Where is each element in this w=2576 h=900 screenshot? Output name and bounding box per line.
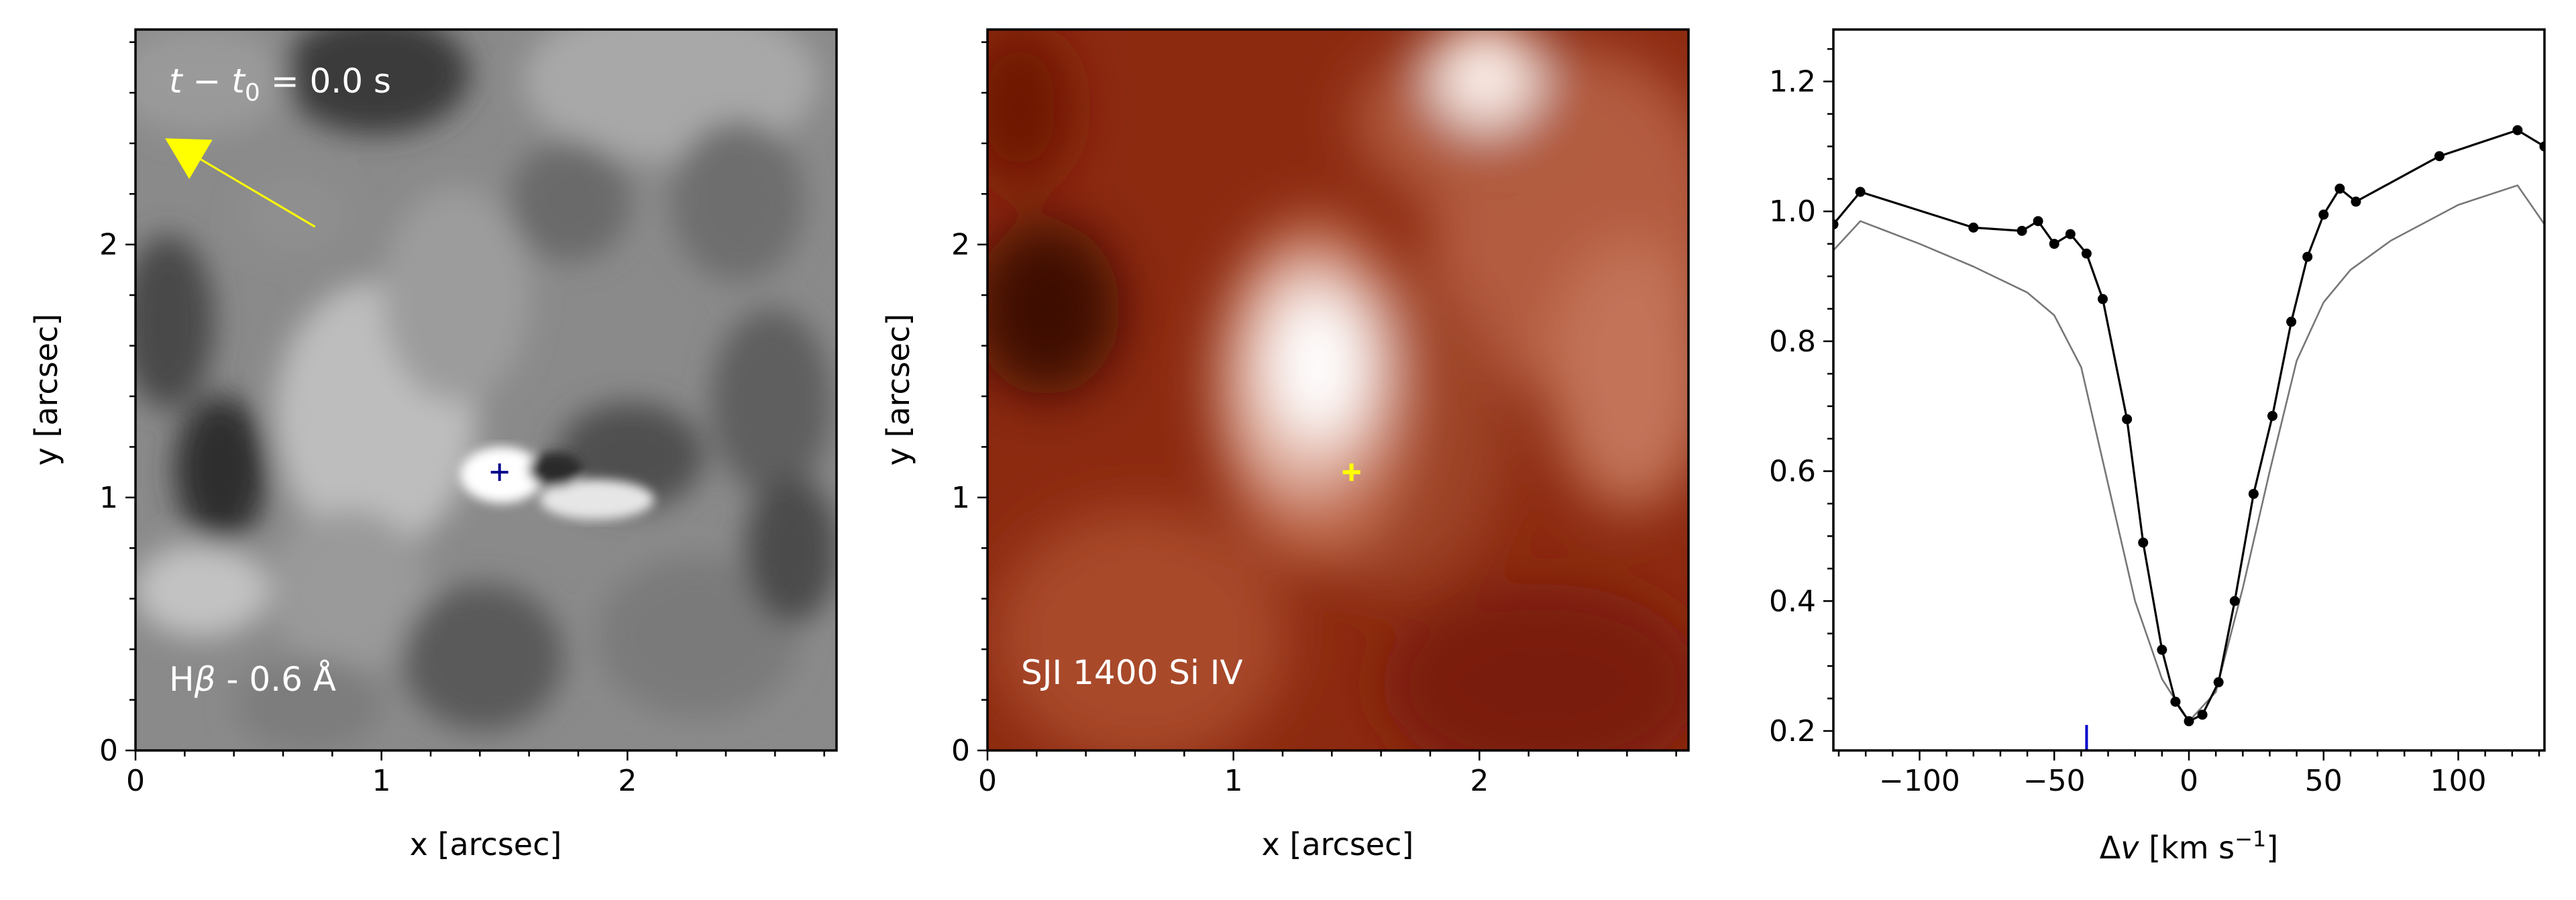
x-tick-label: −100 [1879, 764, 1960, 798]
y-tick-label: 0.4 [1769, 584, 1816, 618]
hbeta-x-axis-label: x [arcsec] [410, 826, 562, 862]
profile-data-point [2098, 294, 2108, 304]
profile-data-point [2065, 229, 2076, 239]
panel-sji1400: 0 1 2 0 1 2 SJI 1400 Si IV x [arcsec] y [arcs… [880, 28, 1690, 862]
profile-data-point [2184, 716, 2194, 726]
y-tick-label: 1.0 [1769, 194, 1816, 229]
x-tick-label: 1 [372, 764, 391, 798]
profile-data-point [2334, 183, 2345, 194]
x-tick-label: 2 [1470, 764, 1489, 798]
profile-data-point [2017, 225, 2027, 236]
sji1400-overlay [1342, 463, 1360, 482]
profile-data-point [2229, 596, 2240, 606]
panel-hbeta: 0 1 2 0 1 2 t − t0 = 0.0 s Hβ - 0.6 Å x [arcs… [28, 28, 838, 862]
time-annotation: t − t0 = 0.0 s [169, 62, 391, 107]
y-tick-label: 0.6 [1769, 455, 1816, 489]
profile-data-point [2197, 710, 2208, 720]
x-tick-label: 1 [1224, 764, 1243, 798]
profile-axes: −100 −50 0 50 100 0.2 0.4 0.6 0.8 1.0 1.2 [1769, 48, 2540, 798]
profile-data-point [2248, 488, 2259, 499]
x-tick-label: 0 [978, 764, 997, 798]
hbeta-axes: 0 1 2 0 1 2 [99, 41, 825, 798]
profile-data-point [2081, 248, 2092, 259]
y-tick-label: 0.8 [1769, 325, 1816, 359]
sji1400-image [987, 30, 1688, 750]
x-tick-label: 100 [2430, 764, 2487, 798]
sji1400-y-axis-label: y [arcsec] [880, 314, 916, 466]
profile-x-axis-label: Δv [km s−1] [2100, 826, 2278, 866]
hbeta-label: Hβ - 0.6 Å [169, 660, 336, 699]
direction-arrow-shaft [200, 158, 316, 228]
x-tick-label: 50 [2305, 764, 2343, 798]
profile-data-point [1833, 219, 1839, 230]
profile-data-point [1968, 222, 1979, 233]
sji1400-label: SJI 1400 Si IV [1021, 653, 1243, 692]
hbeta-y-axis-label: y [arcsec] [28, 314, 64, 466]
profile-plot-area [1833, 125, 2544, 750]
panel-profile: −100 −50 0 50 100 0.2 0.4 0.6 0.8 1.0 1.2 Δv [km s… [1769, 28, 2546, 866]
profile-data-point [2539, 141, 2544, 152]
x-tick-label: −50 [2023, 764, 2086, 798]
hbeta-overlay [165, 138, 508, 482]
sji1400-x-axis-label: x [arcsec] [1262, 826, 1414, 862]
y-tick-label: 1.2 [1769, 64, 1816, 99]
profile-data-point [2302, 251, 2313, 262]
direction-arrow-head [165, 138, 213, 179]
y-tick-label: 0 [951, 734, 970, 768]
profile-data-point [2157, 644, 2167, 655]
profile-data-point [2434, 151, 2445, 162]
x-tick-label: 0 [126, 764, 145, 798]
y-tick-label: 1 [951, 481, 970, 515]
y-tick-label: 2 [951, 228, 970, 262]
profile-data-point [2512, 125, 2523, 135]
profile-data-point [2049, 239, 2059, 249]
profile-data-point [2351, 196, 2361, 207]
hbeta-image [136, 30, 837, 750]
x-tick-label: 0 [2180, 764, 2198, 798]
profile-data-point [2286, 317, 2297, 327]
x-tick-label: 2 [618, 764, 637, 798]
y-tick-label: 0.2 [1769, 714, 1816, 748]
profile-data-point [2033, 216, 2043, 227]
profile-data-point [2138, 537, 2149, 548]
y-tick-label: 1 [99, 481, 118, 515]
profile-data-point [2170, 696, 2181, 707]
profile-data-point [2267, 410, 2277, 421]
profile-data-point [2213, 677, 2224, 687]
profile-data-point [1855, 186, 1866, 197]
sji1400-axes: 0 1 2 0 1 2 [951, 41, 1677, 798]
profile-data-point [2122, 414, 2133, 425]
y-tick-label: 0 [99, 734, 118, 768]
profile-data-point [2318, 209, 2329, 220]
y-tick-label: 2 [99, 228, 118, 262]
